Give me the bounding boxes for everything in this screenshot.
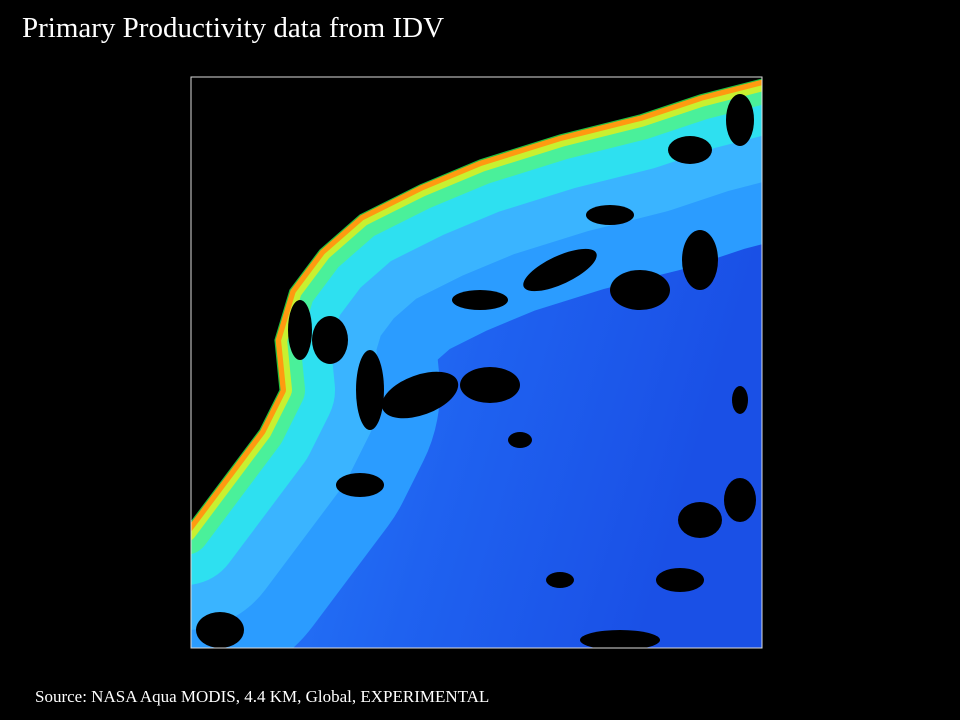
coastline [191,78,762,523]
land [191,77,762,522]
map-image [191,77,762,648]
map-frame [190,76,763,649]
source-note: Source: NASA Aqua MODIS, 4.4 KM, Global,… [35,687,490,706]
slide-title: Primary Productivity data from IDV [22,12,445,44]
cloud-gaps [196,94,756,648]
